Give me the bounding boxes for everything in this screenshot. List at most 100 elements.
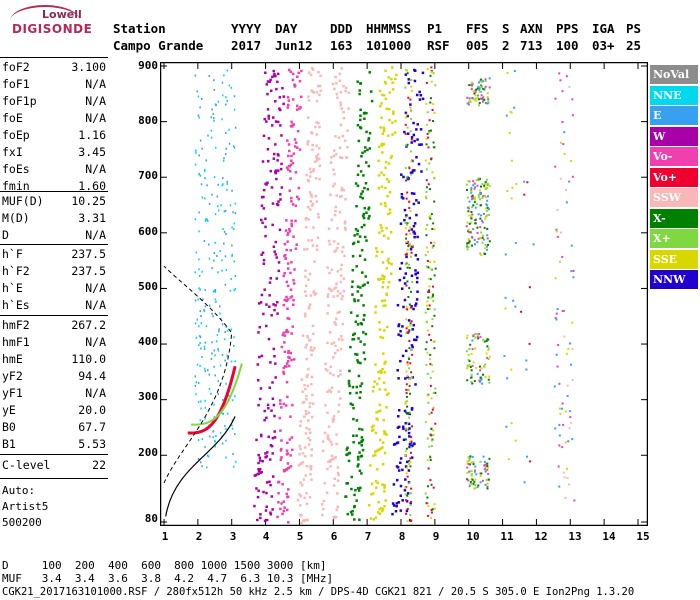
echo-dot [395,73,398,77]
echo-dot [429,376,432,379]
echo-dot [285,299,288,303]
echo-dot [271,223,274,227]
echo-dot [197,95,200,98]
echo-dot [214,374,216,377]
echo-dot [208,257,211,260]
echo-dot [335,282,338,285]
echo-dot [234,360,236,363]
echo-dot [394,77,397,81]
echo-dot [270,444,274,448]
echo-dot [426,394,429,397]
echo-dot [258,355,261,359]
echo-dot [484,215,487,218]
echo-dot [289,415,292,418]
echo-dot [471,364,474,367]
echo-dot [286,298,290,301]
echo-dot [387,281,391,284]
echo-dot [473,187,476,190]
echo-dot [276,203,280,207]
echo-dot [385,226,388,230]
x-tick-label: 15 [636,530,650,543]
echo-dot [415,155,418,159]
echo-dot [387,257,390,261]
echo-dot [332,515,336,519]
echo-dot [224,283,227,286]
separator [0,315,108,316]
echo-dot [307,307,311,310]
echo-dot [359,340,362,343]
echo-dot [409,226,412,229]
echo-dot [569,363,572,366]
echo-dot [270,124,274,127]
echo-dot [410,274,414,278]
echo-dot [311,143,314,147]
plot-frame [160,62,648,526]
echo-dot [506,377,509,380]
echo-dot [231,226,233,229]
echo-dot [470,473,473,476]
echo-dot [213,259,215,262]
echo-dot [428,162,431,165]
echo-dot [403,282,407,285]
echo-dot [424,195,427,198]
param-value: N/A [85,386,106,400]
echo-dot [405,512,408,515]
echo-dot [194,299,197,302]
echo-dot [433,241,436,244]
echo-dot [201,438,204,441]
echo-dot [234,212,237,215]
echo-dot [271,381,274,384]
echo-dot [381,229,384,233]
echo-dot [231,253,233,256]
echo-dot [377,174,381,177]
echo-dot [410,436,413,439]
hdr-yyyy: YYYY [231,21,262,36]
echo-dot [388,208,392,211]
echo-dot [297,186,301,190]
echo-dot [555,318,558,321]
echo-dot [407,356,410,359]
echo-dot [217,380,220,383]
echo-dot [556,235,559,238]
echo-dot [381,367,384,371]
echo-dot [330,386,334,390]
echo-dot [405,429,408,432]
echo-dot [269,169,273,173]
echo-dot [425,168,428,171]
echo-dot [303,446,307,449]
legend-item-x-: X+ [650,229,698,248]
echo-dot [206,454,209,457]
echo-dot [195,151,197,154]
echo-dot [406,400,409,403]
echo-dot [308,167,312,171]
echo-dot [475,179,478,182]
echo-dot [426,437,429,440]
echo-dot [471,244,474,247]
echo-dot [472,184,475,187]
echo-dot [468,206,471,209]
echo-dot [312,332,315,336]
echo-dot [213,88,216,91]
echo-dot [477,178,480,181]
echo-dot [507,458,510,461]
echo-dot [339,397,342,400]
echo-dot [469,231,472,234]
echo-dot [282,372,286,375]
echo-dot [328,271,331,275]
echo-dot [230,328,233,331]
echo-dot [416,123,419,126]
echo-dot [208,387,211,390]
echo-dot [273,354,276,358]
echo-dot [342,110,345,114]
echo-dot [336,96,339,100]
echo-dot [381,285,385,289]
echo-dot [404,73,408,76]
echo-dot [565,75,568,78]
echo-dot [360,440,363,444]
echo-dot [353,518,356,521]
echo-dot [367,504,371,507]
echo-dot [474,243,477,246]
echo-dot [556,308,559,311]
echo-dot [365,211,368,214]
echo-dot [309,200,312,203]
